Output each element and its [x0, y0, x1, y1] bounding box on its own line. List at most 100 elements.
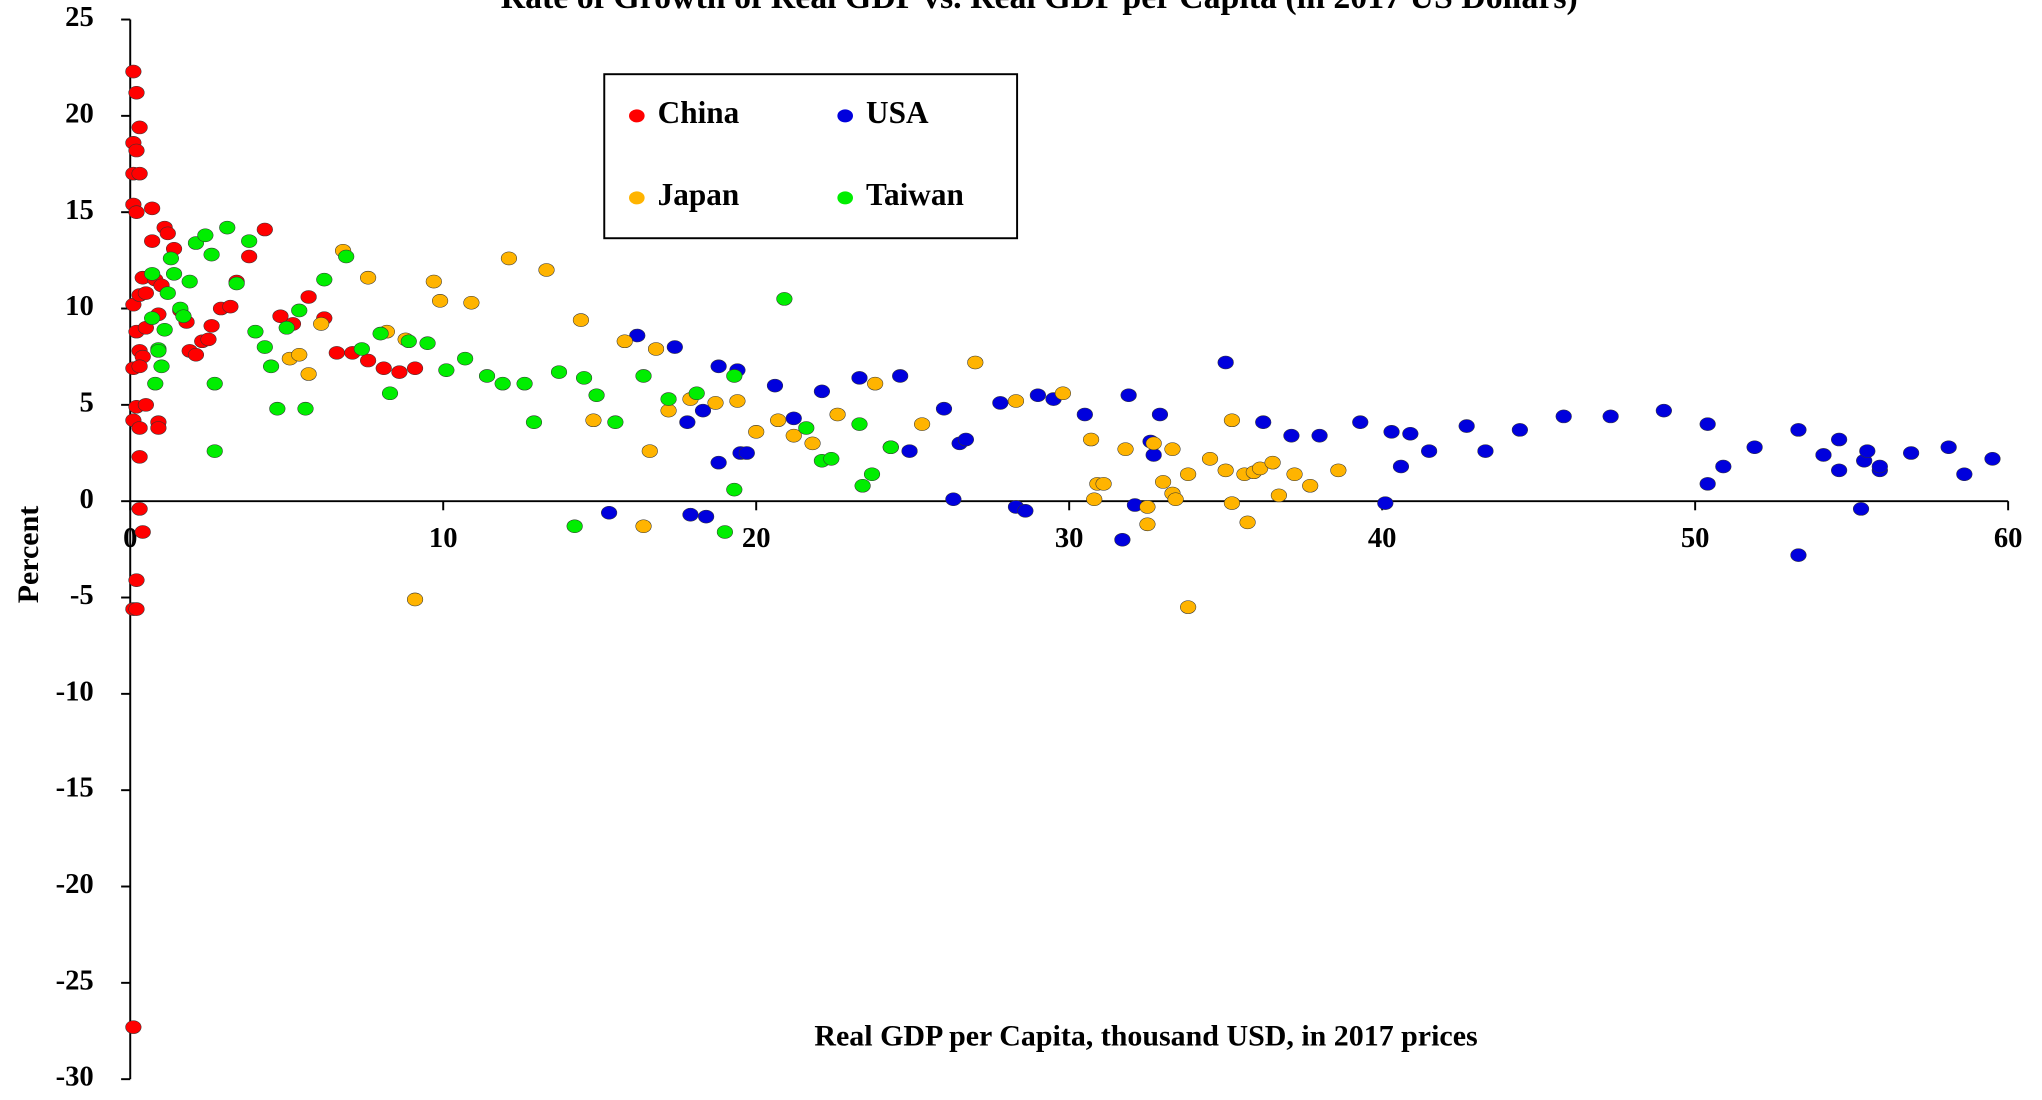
y-tick-label: -20: [56, 868, 94, 900]
point: [300, 367, 317, 381]
point: [1852, 502, 1870, 516]
point: [682, 507, 699, 522]
point: [607, 415, 624, 429]
point: [1017, 504, 1034, 518]
point: [131, 359, 148, 374]
y-tick-label: -25: [56, 964, 94, 996]
point: [137, 398, 154, 412]
point: [360, 270, 377, 285]
point: [131, 450, 148, 464]
point: [181, 274, 198, 289]
point: [241, 234, 258, 248]
point: [425, 274, 442, 289]
point: [297, 401, 314, 416]
point: [804, 436, 821, 451]
point: [1871, 459, 1888, 474]
point: [601, 505, 618, 520]
point: [1555, 409, 1572, 424]
point: [1145, 436, 1162, 451]
y-tick-label: -10: [56, 675, 94, 707]
point: [635, 519, 652, 533]
point: [1139, 517, 1156, 532]
legend-box: [603, 73, 1019, 240]
point: [1815, 448, 1832, 462]
point: [131, 421, 148, 435]
point: [300, 290, 317, 304]
point: [829, 407, 846, 422]
point: [1302, 479, 1319, 493]
y-tick-label: 10: [65, 290, 94, 322]
point: [748, 425, 765, 439]
point: [256, 222, 273, 237]
point: [457, 351, 474, 366]
point: [144, 311, 161, 325]
point: [165, 267, 183, 281]
point: [1270, 488, 1287, 503]
point: [256, 340, 273, 354]
point: [1699, 477, 1716, 491]
point: [1831, 432, 1848, 447]
point: [566, 519, 583, 533]
point: [175, 309, 192, 323]
point: [766, 378, 784, 393]
point: [134, 525, 151, 539]
point: [813, 384, 831, 399]
point: [1956, 467, 1973, 481]
point: [156, 322, 173, 337]
point: [128, 573, 145, 587]
point: [313, 317, 330, 331]
point: [945, 492, 962, 507]
x-tick-label: 0: [123, 522, 137, 554]
point: [1311, 428, 1328, 443]
point: [150, 344, 167, 358]
legend-marker: [837, 109, 854, 123]
point: [128, 85, 145, 100]
y-tick-label: -30: [56, 1061, 94, 1093]
point: [679, 415, 696, 429]
point: [206, 376, 223, 391]
point: [851, 417, 868, 431]
point: [1402, 426, 1419, 441]
legend-marker: [629, 191, 645, 205]
point: [1511, 423, 1528, 437]
point: [1083, 432, 1100, 447]
point: [588, 388, 605, 402]
point: [1164, 442, 1181, 456]
point: [726, 369, 743, 383]
point: [228, 276, 245, 291]
point: [500, 251, 518, 266]
point: [432, 294, 449, 308]
point: [338, 249, 355, 264]
point: [203, 247, 220, 262]
point: [688, 386, 705, 401]
point: [854, 479, 871, 493]
point: [957, 432, 974, 447]
point: [1117, 442, 1134, 456]
x-tick-label: 40: [1368, 522, 1397, 554]
point: [882, 440, 899, 455]
point: [770, 413, 787, 428]
point: [153, 359, 170, 374]
y-tick-label: -5: [70, 579, 94, 611]
point: [125, 64, 142, 79]
point: [1421, 444, 1438, 458]
point: [494, 376, 511, 391]
point: [159, 286, 176, 300]
y-tick-label: 5: [79, 386, 93, 418]
point: [1139, 500, 1156, 514]
point: [478, 369, 496, 383]
point: [1007, 394, 1025, 408]
point: [1201, 452, 1219, 466]
point: [1984, 452, 2001, 466]
point: [316, 272, 333, 287]
point: [1940, 440, 1957, 455]
legend-label: Taiwan: [866, 177, 964, 212]
point: [1699, 417, 1716, 431]
point: [360, 353, 377, 368]
point: [823, 452, 840, 466]
point: [147, 376, 164, 391]
point: [269, 401, 286, 416]
point: [1286, 467, 1303, 481]
